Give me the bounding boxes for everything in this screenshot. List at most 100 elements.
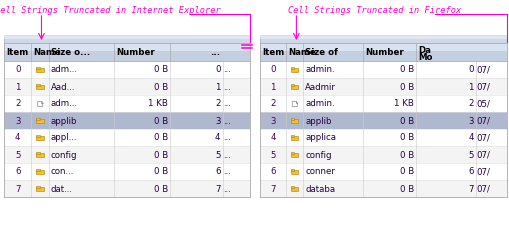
Text: 1: 1 (15, 83, 20, 92)
Text: 07/: 07/ (477, 117, 491, 126)
Text: 2: 2 (270, 100, 276, 109)
Text: 0 B: 0 B (154, 134, 168, 143)
Text: databa: databa (305, 185, 335, 194)
Text: Number: Number (116, 48, 155, 57)
Bar (4, 146, 250, 163)
Text: admin.: admin. (305, 66, 335, 75)
Text: Number: Number (365, 48, 404, 57)
Text: Da: Da (418, 46, 431, 55)
Text: config: config (51, 151, 77, 160)
Text: ...: ... (223, 185, 232, 194)
Bar (291, 186, 294, 187)
Bar (37, 152, 40, 153)
Text: 7: 7 (215, 185, 220, 194)
Text: 6: 6 (270, 168, 276, 177)
Bar (4, 112, 250, 129)
Bar (291, 68, 298, 72)
Text: 5: 5 (215, 151, 220, 160)
Bar (37, 118, 40, 119)
Text: ...: ... (223, 151, 232, 160)
Text: ...: ... (223, 66, 232, 75)
Bar (37, 119, 44, 123)
Text: applica: applica (305, 134, 336, 143)
Bar (37, 84, 40, 85)
Text: ...: ... (223, 83, 232, 92)
Bar (37, 186, 40, 187)
Text: 1: 1 (270, 83, 276, 92)
Bar (37, 67, 40, 68)
Text: ...: ... (223, 117, 232, 126)
Text: 6: 6 (215, 168, 220, 177)
Text: 0 B: 0 B (154, 83, 168, 92)
Polygon shape (292, 101, 297, 106)
Text: 0 B: 0 B (400, 134, 414, 143)
Text: 1: 1 (468, 83, 474, 92)
Text: 3: 3 (15, 117, 20, 126)
Text: 5: 5 (468, 151, 474, 160)
Text: 3: 3 (270, 117, 276, 126)
Text: Size o...: Size o... (51, 48, 90, 57)
Text: 6: 6 (468, 168, 474, 177)
Text: 1: 1 (215, 83, 220, 92)
Bar (291, 135, 294, 136)
Text: 1 KB: 1 KB (148, 100, 168, 109)
Text: 0 B: 0 B (400, 83, 414, 92)
Bar (291, 118, 294, 119)
Text: 07/: 07/ (477, 151, 491, 160)
Bar (4, 95, 250, 112)
Text: 4: 4 (15, 134, 20, 143)
Text: appl...: appl... (51, 134, 77, 143)
Bar (37, 170, 44, 174)
Text: ...: ... (210, 48, 220, 57)
Text: 7: 7 (468, 185, 474, 194)
Text: 5: 5 (15, 151, 20, 160)
Text: ...: ... (223, 168, 232, 177)
Text: 0 B: 0 B (400, 66, 414, 75)
Text: 2: 2 (468, 100, 474, 109)
Text: 0 B: 0 B (154, 151, 168, 160)
Text: conner: conner (305, 168, 335, 177)
Text: 0 B: 0 B (154, 185, 168, 194)
Bar (291, 85, 298, 89)
Bar (4, 35, 250, 39)
Text: 2: 2 (215, 100, 220, 109)
Text: 4: 4 (468, 134, 474, 143)
Text: 3: 3 (215, 117, 220, 126)
Bar (260, 78, 507, 95)
Bar (37, 68, 44, 72)
Text: con...: con... (51, 168, 74, 177)
Text: 3: 3 (468, 117, 474, 126)
Text: 0 B: 0 B (154, 66, 168, 75)
Text: Item: Item (7, 48, 29, 57)
Text: applib: applib (305, 117, 332, 126)
Text: 07/: 07/ (477, 185, 491, 194)
Text: 05/: 05/ (477, 100, 491, 109)
Bar (4, 129, 250, 146)
Text: Cell Strings Truncated in Internet Explorer: Cell Strings Truncated in Internet Explo… (0, 6, 221, 15)
Text: Mo: Mo (418, 53, 432, 62)
Text: config: config (305, 151, 332, 160)
Bar (4, 163, 250, 180)
Text: 0 B: 0 B (400, 151, 414, 160)
Bar (291, 169, 294, 170)
Text: dat...: dat... (51, 185, 73, 194)
Text: 0: 0 (270, 66, 276, 75)
Bar (260, 35, 507, 39)
Bar (291, 136, 298, 140)
Bar (291, 84, 294, 85)
Bar (291, 152, 294, 153)
Text: Size of: Size of (305, 48, 338, 57)
Text: 2: 2 (15, 100, 20, 109)
Bar (260, 35, 507, 43)
Text: 0 B: 0 B (154, 117, 168, 126)
Bar (4, 35, 250, 43)
Text: Cell Strings Truncated in Firefox: Cell Strings Truncated in Firefox (289, 6, 462, 15)
Text: 0 B: 0 B (400, 185, 414, 194)
Text: 0: 0 (468, 66, 474, 75)
Text: 0 B: 0 B (400, 117, 414, 126)
Text: Name: Name (34, 48, 61, 57)
Bar (260, 180, 507, 197)
Text: 7: 7 (270, 185, 276, 194)
Text: 4: 4 (270, 134, 276, 143)
Text: Name: Name (289, 48, 316, 57)
